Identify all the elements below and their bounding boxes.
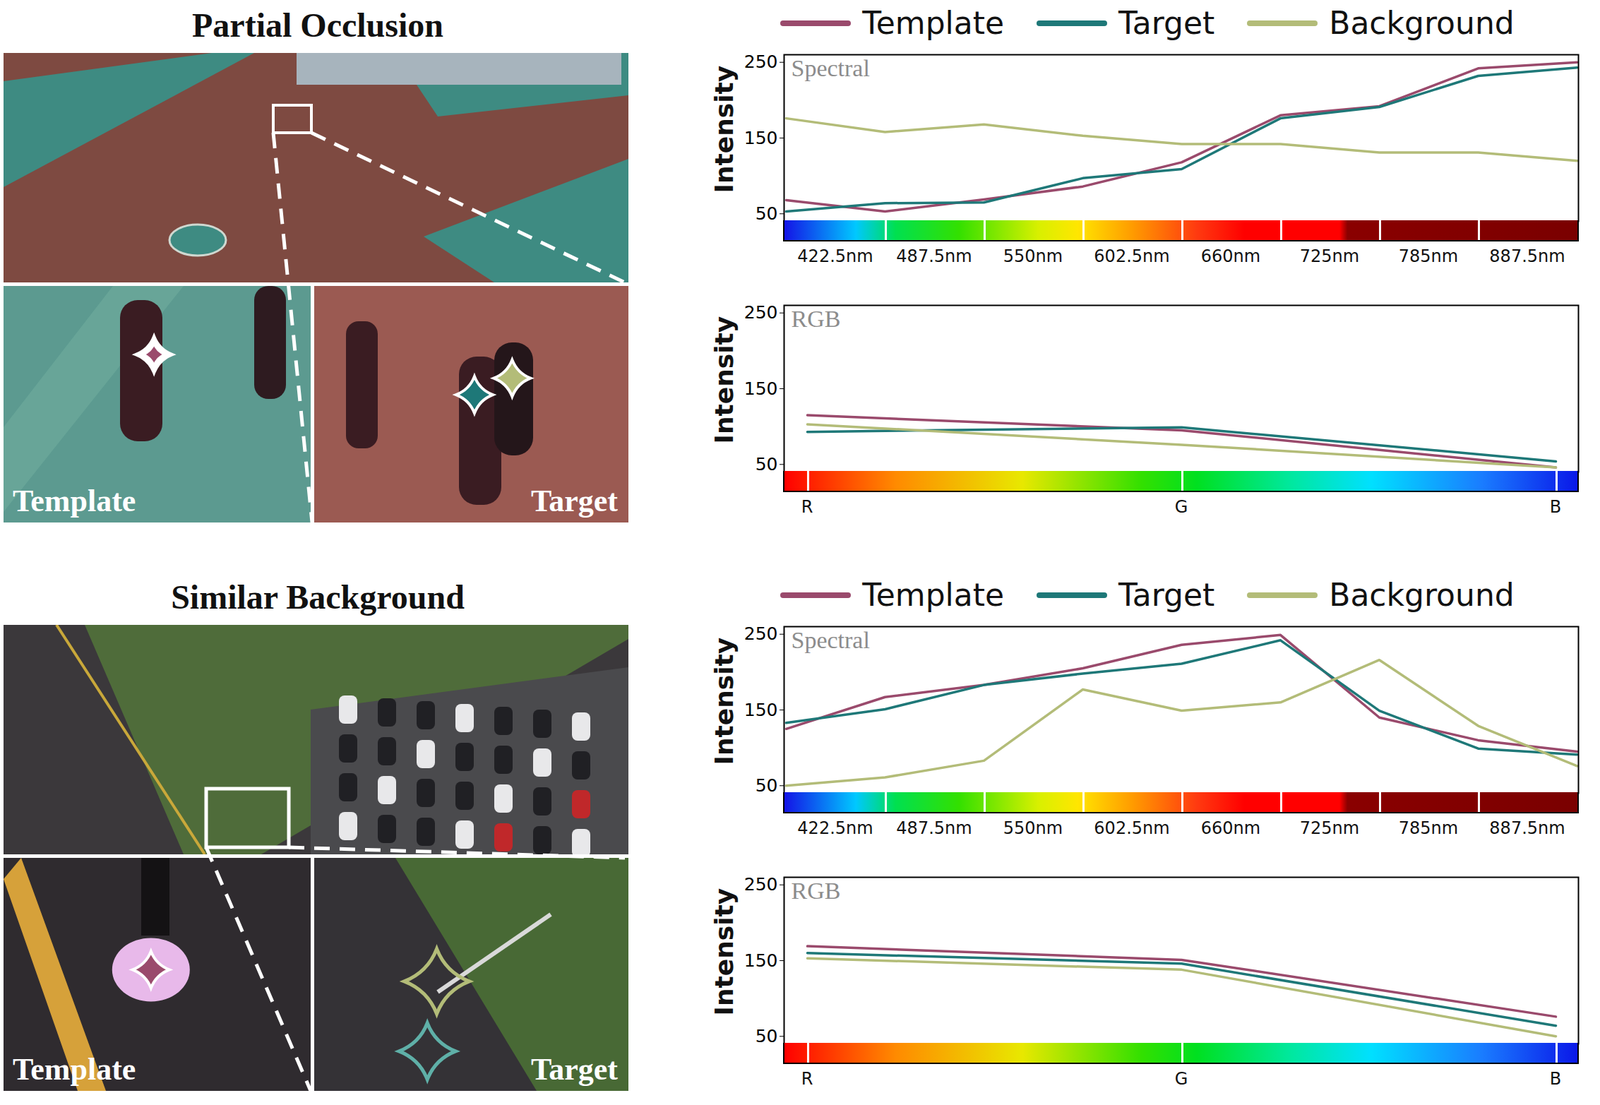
- html-text:550nm: 550nm: [1003, 246, 1063, 267]
- svg-text:50: 50: [755, 454, 779, 475]
- html-text:Background: Background: [1329, 4, 1515, 41]
- html-text:Intensity: Intensity: [709, 888, 739, 1016]
- svg-text:250: 250: [744, 874, 779, 895]
- html-text:B: B: [1549, 497, 1562, 517]
- html-text:660nm: 660nm: [1200, 818, 1261, 839]
- html-text:Intensity: Intensity: [709, 316, 739, 444]
- html-text:B: B: [1549, 1069, 1562, 1089]
- html-text:887.5nm: 887.5nm: [1489, 246, 1566, 267]
- html-text:785nm: 785nm: [1398, 818, 1459, 839]
- svg-text:50: 50: [755, 1025, 779, 1047]
- svg-text:50: 50: [755, 775, 779, 796]
- svg-text:50: 50: [755, 203, 779, 224]
- html-text:Partial Occlusion: Partial Occlusion: [192, 6, 444, 44]
- html-text:887.5nm: 887.5nm: [1489, 818, 1566, 839]
- svg-text:RGB: RGB: [791, 305, 841, 332]
- html-text:R: R: [801, 1069, 813, 1089]
- svg-text:Target: Target: [530, 1052, 618, 1087]
- html-text:487.5nm: 487.5nm: [896, 246, 973, 267]
- html-text:725nm: 725nm: [1299, 818, 1360, 839]
- svg-text:250: 250: [744, 302, 779, 323]
- html-text:487.5nm: 487.5nm: [896, 818, 973, 839]
- html-text:Target: Target: [1118, 4, 1215, 41]
- html-text:725nm: 725nm: [1299, 246, 1360, 267]
- svg-text:150: 150: [744, 950, 779, 971]
- html-text:Template: Template: [862, 576, 1005, 613]
- svg-text:250: 250: [744, 51, 779, 73]
- svg-text:Template: Template: [12, 483, 136, 519]
- svg-text:150: 150: [744, 699, 779, 721]
- svg-text:Target: Target: [530, 483, 618, 519]
- svg-text:RGB: RGB: [791, 877, 841, 904]
- html-text:660nm: 660nm: [1200, 246, 1261, 267]
- svg-text:Spectral: Spectral: [791, 55, 870, 82]
- html-text:785nm: 785nm: [1398, 246, 1459, 267]
- svg-text:150: 150: [744, 127, 779, 149]
- html-text:Background: Background: [1329, 576, 1515, 613]
- html-text:Template: Template: [862, 4, 1005, 41]
- html-text:422.5nm: 422.5nm: [797, 246, 874, 267]
- svg-text:150: 150: [744, 378, 779, 399]
- html-text:Intensity: Intensity: [709, 637, 739, 766]
- html-text:R: R: [801, 497, 813, 517]
- html-text:Target: Target: [1118, 576, 1215, 613]
- html-text:602.5nm: 602.5nm: [1093, 818, 1170, 839]
- html-text:G: G: [1174, 1069, 1188, 1089]
- html-text:G: G: [1174, 497, 1188, 517]
- html-text:602.5nm: 602.5nm: [1093, 246, 1170, 267]
- svg-text:250: 250: [744, 623, 779, 644]
- html-text:422.5nm: 422.5nm: [797, 818, 874, 839]
- html-text:Intensity: Intensity: [709, 65, 739, 194]
- svg-text:Spectral: Spectral: [791, 627, 870, 654]
- html-text:Similar Background: Similar Background: [171, 578, 465, 616]
- html-text:550nm: 550nm: [1003, 818, 1063, 839]
- svg-text:Template: Template: [12, 1052, 136, 1087]
